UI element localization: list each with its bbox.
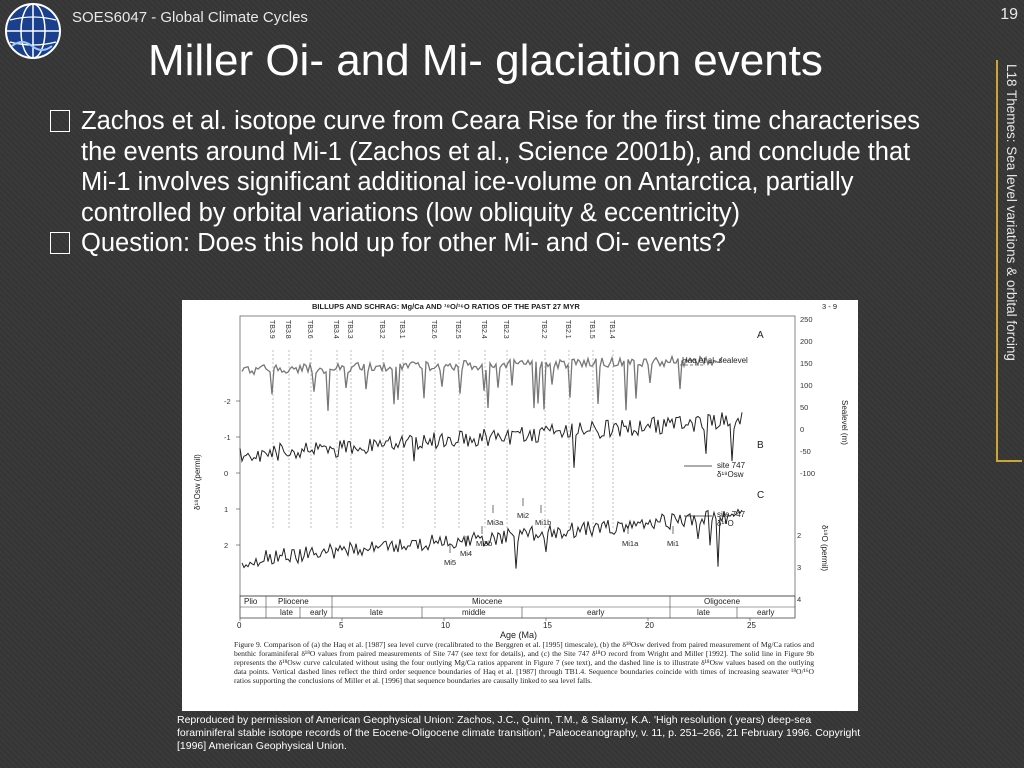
sequence-label: TB3.4	[332, 320, 339, 339]
x-tick: 25	[747, 621, 756, 630]
sequence-label: TB3.8	[284, 320, 291, 339]
x-tick: 0	[237, 621, 242, 630]
bullet-item: Zachos et al. isotope curve from Ceara R…	[50, 106, 950, 228]
x-tick: 20	[645, 621, 654, 630]
event-label: Mi1	[667, 539, 679, 548]
right-a-tick: 250	[800, 315, 813, 324]
event-label: Mi5	[444, 558, 456, 567]
right-a-tick: 0	[800, 425, 804, 434]
sequence-label: TB2.2	[540, 320, 547, 339]
bullet-box-icon	[50, 110, 70, 132]
x-tick: 15	[543, 621, 552, 630]
sub-middle: middle	[462, 608, 486, 617]
event-label: Mi2	[517, 511, 529, 520]
d18o-curve	[241, 508, 743, 569]
d18osw-curve	[239, 412, 743, 468]
credit-caption: Reproduced by permission of American Geo…	[177, 714, 861, 752]
left-tick: 0	[224, 469, 228, 478]
right-c-tick: 4	[797, 595, 801, 604]
right-a-tick: 150	[800, 359, 813, 368]
right-c-tick: 2	[797, 531, 801, 540]
epoch-pliocene: Pliocene	[278, 597, 309, 606]
left-axis: -2 -1 0 1 2	[224, 397, 240, 550]
left-tick: -2	[224, 397, 231, 406]
event-labels: Mi2 Mi3a Mi1b Mi3b Mi4 Mi1a Mi1 Mi5	[444, 498, 679, 567]
course-title: SOES6047 - Global Climate Cycles	[72, 9, 308, 26]
site747-c-sub: δ¹⁸O	[717, 519, 734, 528]
right-a-tick: 200	[800, 337, 813, 346]
right-a-tick: -50	[800, 447, 811, 456]
bullet-text: Question: Does this hold up for other Mi…	[81, 229, 726, 257]
left-tick: -1	[224, 433, 231, 442]
panel-a-label: A	[757, 330, 764, 341]
sequence-label: TB3.9	[268, 320, 275, 339]
sequence-label: TB1.5	[588, 320, 595, 339]
sequence-label: TB3.6	[306, 320, 313, 339]
site747-b-sub: δ¹⁸Osw	[717, 470, 744, 479]
sequence-label: TB2.6	[430, 320, 437, 339]
epoch-bar: Plio Pliocene Miocene Oligocene late ear…	[239, 595, 796, 619]
slide-number: 19	[1000, 6, 1018, 23]
bullet-text: Zachos et al. isotope curve from Ceara R…	[81, 107, 920, 227]
right-c-tick: 3	[797, 563, 801, 572]
epoch-oligocene: Oligocene	[704, 597, 741, 606]
right-axis-d18o: 2 3 4	[797, 531, 801, 604]
event-label: Mi1a	[622, 539, 639, 548]
event-label: Mi3a	[487, 518, 504, 527]
right-a-tick: 100	[800, 381, 813, 390]
sub-late-3: late	[697, 608, 710, 617]
event-label: Mi1b	[535, 518, 551, 527]
event-label: Mi4	[460, 549, 472, 558]
right-a-tick: -100	[800, 469, 815, 478]
site747-c-label: site 747	[717, 510, 746, 519]
right-axis-a-label: Sealevel (m)	[840, 400, 849, 445]
epoch-miocene: Miocene	[472, 597, 503, 606]
university-logo	[4, 2, 62, 60]
sub-early-3: early	[757, 608, 774, 617]
x-axis-ticks: 0 5 10 15 20 25	[237, 618, 756, 630]
sequence-label: TB2.1	[564, 320, 571, 339]
figure-caption-wrap: Figure 9. Comparison of (a) the Haq et a…	[234, 640, 814, 685]
sequence-label: TB3.3	[346, 320, 353, 339]
left-tick: 1	[224, 505, 228, 514]
sub-late-2: late	[370, 608, 383, 617]
bullet-list: Zachos et al. isotope curve from Ceara R…	[50, 106, 950, 259]
sub-early-2: early	[587, 608, 604, 617]
figure-svg: BILLUPS AND SCHRAG: Mg/Ca AND ¹⁸O/¹⁶O RA…	[193, 302, 849, 685]
event-label: Mi3b	[476, 539, 492, 548]
sequence-label: TB1.4	[608, 320, 615, 339]
figure-page-num: 3 - 9	[822, 302, 837, 311]
sequence-label: TB2.4	[480, 320, 487, 339]
right-axis-c-label: δ¹⁸O (permil)	[820, 525, 829, 571]
right-axis-sealevel: 250 200 150 100 50 0 -50 -100	[800, 315, 815, 478]
figure-image: BILLUPS AND SCHRAG: Mg/Ca AND ¹⁸O/¹⁶O RA…	[182, 300, 858, 711]
epoch-plio: Plio	[244, 597, 258, 606]
panel-b-label: B	[757, 440, 764, 451]
figure-header: BILLUPS AND SCHRAG: Mg/Ca AND ¹⁸O/¹⁶O RA…	[312, 302, 580, 311]
sub-late-1: late	[280, 608, 293, 617]
right-a-tick: 50	[800, 403, 808, 412]
left-tick: 2	[224, 541, 228, 550]
bullet-box-icon	[50, 232, 70, 254]
slide-title: Miller Oi- and Mi- glaciation events	[148, 36, 823, 85]
left-axis-label: δ¹⁸Osw (permil)	[193, 454, 202, 510]
haq-label: Haq et al. sealevel	[682, 356, 748, 365]
sequence-labels: TB3.9 TB3.8 TB3.6 TB3.4 TB3.3 TB3.2 TB3.1 TB2.6…	[268, 320, 615, 339]
x-tick: 10	[441, 621, 450, 630]
side-label-frame	[996, 60, 1022, 462]
sequence-label: TB3.1	[398, 320, 405, 339]
x-axis-label: Age (Ma)	[500, 630, 537, 640]
sealevel-curve	[241, 354, 723, 411]
site747-b-label: site 747	[717, 461, 746, 470]
bullet-item: Question: Does this hold up for other Mi…	[50, 228, 950, 259]
sub-early-1: early	[310, 608, 327, 617]
side-label: L18 Themes: Sea level variations & orbit…	[1004, 64, 1019, 361]
sequence-label: TB3.2	[378, 320, 385, 339]
figure-caption: Figure 9. Comparison of (a) the Haq et a…	[234, 640, 814, 685]
panel-c-label: C	[757, 490, 764, 501]
sequence-label: TB2.5	[454, 320, 461, 339]
sequence-label: TB2.3	[502, 320, 509, 339]
x-tick: 5	[339, 621, 344, 630]
